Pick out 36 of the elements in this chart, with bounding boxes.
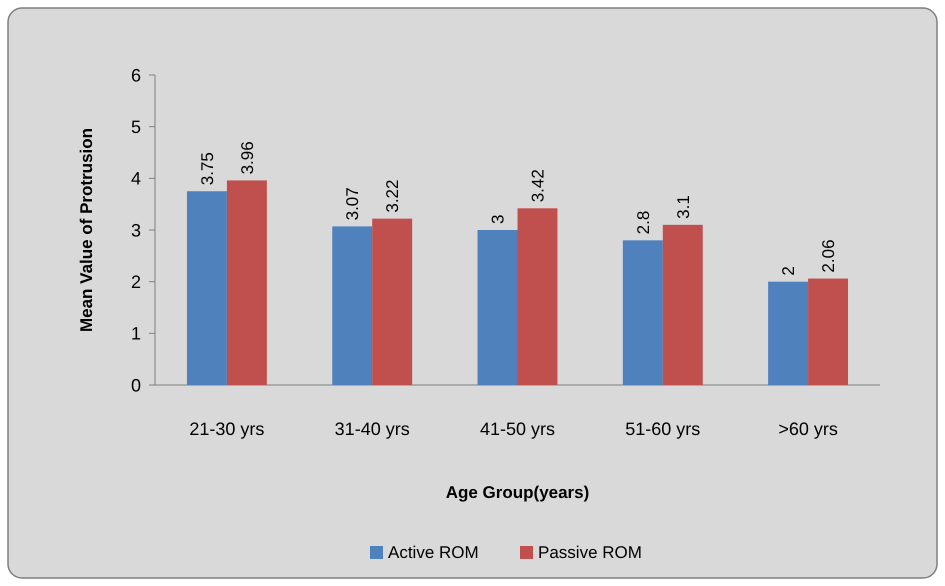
data-label: 3.96 <box>238 141 257 174</box>
data-label: 2.8 <box>634 210 653 234</box>
bar <box>768 282 808 385</box>
data-label: 2.06 <box>819 239 838 273</box>
x-tick-label: 51-60 yrs <box>625 419 700 439</box>
y-tick-label: 0 <box>130 375 141 396</box>
bar <box>662 224 703 385</box>
data-label: 3.22 <box>383 180 402 213</box>
x-tick-label: 41-50 yrs <box>480 419 556 439</box>
data-label: 3.42 <box>528 169 548 202</box>
data-label: 2 <box>779 266 798 276</box>
bar <box>332 226 372 385</box>
data-label: 3.07 <box>343 187 362 220</box>
x-tick-label: >60 yrs <box>778 419 838 439</box>
data-label: 3.1 <box>674 195 693 219</box>
y-tick-label: 2 <box>130 272 141 292</box>
y-tick-label: 1 <box>130 324 141 344</box>
x-axis-title: Age Group(years) <box>446 483 590 502</box>
bar <box>622 240 663 385</box>
legend-label: Passive ROM <box>538 542 642 562</box>
x-tick-label: 31-40 yrs <box>334 419 410 439</box>
bar <box>808 278 848 385</box>
y-axis-title: Mean Value of Protrusion <box>77 128 96 332</box>
y-tick-label: 5 <box>130 116 141 137</box>
y-tick-label: 3 <box>130 220 141 240</box>
bar <box>372 218 412 385</box>
y-tick-label: 6 <box>130 65 141 86</box>
bar <box>518 208 558 385</box>
data-label: 3 <box>488 214 508 224</box>
legend-label: Active ROM <box>388 542 479 562</box>
bar <box>478 230 518 385</box>
y-tick-label: 4 <box>130 168 141 189</box>
x-tick-label: 21-30 yrs <box>189 419 264 439</box>
bar <box>186 191 227 385</box>
bar <box>226 180 267 385</box>
data-label: 3.75 <box>198 152 217 186</box>
